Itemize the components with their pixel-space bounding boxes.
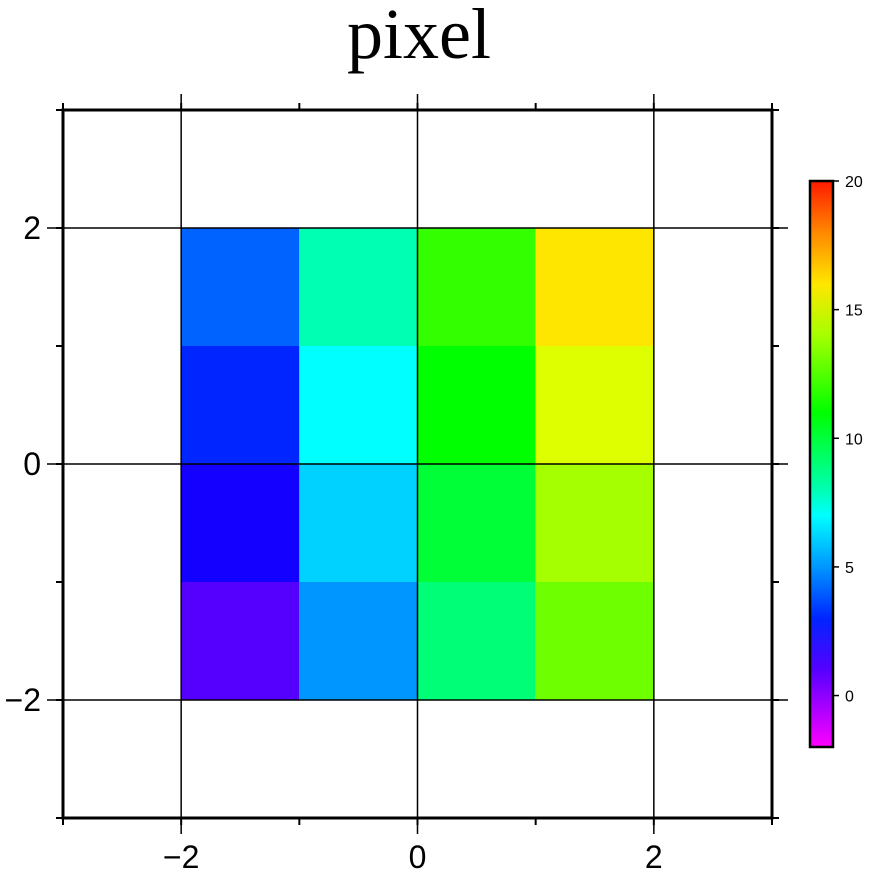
grid-lines <box>47 94 788 834</box>
heatmap-cell-9 <box>299 464 418 582</box>
colorbar-tick-label: 5 <box>845 560 854 577</box>
heatmap-cell-1 <box>299 228 418 346</box>
heatmap-cell-15 <box>535 582 654 700</box>
heatmap-cell-6 <box>417 346 536 464</box>
colorbar-bar <box>808 179 835 749</box>
y-tick-label: 2 <box>23 210 41 246</box>
x-tick-label: 0 <box>409 839 427 869</box>
chart-title: pixel <box>347 0 491 74</box>
colorbar-tick-label: 15 <box>845 303 863 320</box>
y-tick-label: −2 <box>5 682 41 718</box>
heatmap-cell-14 <box>417 582 536 700</box>
heatmap-cell-11 <box>535 464 654 582</box>
colorbar-tick-label: 0 <box>845 689 854 706</box>
axis-ticks <box>56 103 779 825</box>
colorbar-tick-label: 10 <box>845 431 863 448</box>
heatmap-cell-12 <box>181 582 300 700</box>
y-tick-label: 0 <box>23 446 41 482</box>
heatmap-cell-8 <box>181 464 300 582</box>
heatmap-cell-5 <box>299 346 418 464</box>
colorbar: 0 5 10 15 20 <box>808 174 863 749</box>
heatmap-cell-10 <box>417 464 536 582</box>
heatmap-cell-2 <box>417 228 536 346</box>
x-tick-label: −2 <box>163 839 199 869</box>
heatmap-cell-3 <box>535 228 654 346</box>
heatmap-cells <box>181 228 654 700</box>
colorbar-tick-label: 20 <box>845 174 863 191</box>
x-tick-label: 2 <box>645 839 663 869</box>
heatmap-cell-13 <box>299 582 418 700</box>
heatmap-cell-0 <box>181 228 300 346</box>
heatmap-cell-4 <box>181 346 300 464</box>
heatmap-cell-7 <box>535 346 654 464</box>
axis-tick-labels: −2 0 2 −2 0 2 <box>5 210 663 869</box>
